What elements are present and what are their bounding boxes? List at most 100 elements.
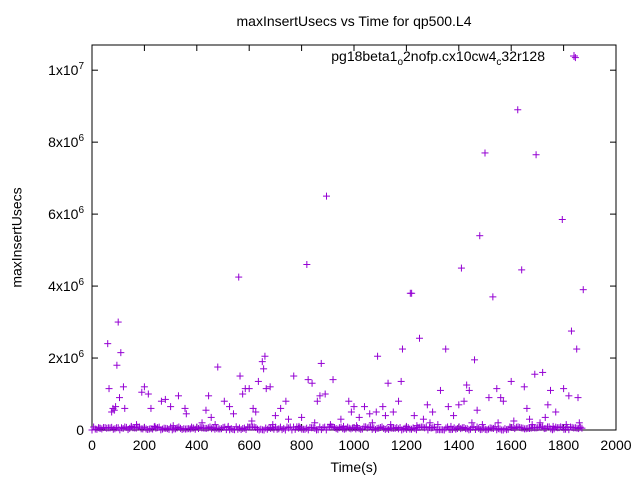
data-point [457, 264, 465, 272]
data-point-baseline [460, 423, 468, 431]
data-point [207, 413, 215, 421]
data-point [398, 345, 406, 353]
data-point [571, 54, 579, 62]
data-point-baseline [296, 424, 304, 432]
y-tick-label: 6x106 [48, 205, 84, 222]
data-point [329, 376, 337, 384]
data-point [416, 334, 423, 342]
data-point [523, 404, 531, 412]
data-point [316, 392, 324, 400]
data-point [151, 422, 159, 430]
data-point-baseline [442, 424, 450, 432]
data-point [493, 385, 501, 393]
data-point [384, 379, 392, 387]
data-point [147, 404, 155, 412]
data-point [304, 376, 312, 384]
x-tick-label: 600 [238, 437, 262, 453]
data-point [520, 383, 528, 391]
data-point [442, 345, 450, 353]
data-point [202, 406, 210, 414]
data-point [229, 410, 237, 418]
data-point [389, 408, 397, 416]
data-point-baseline [263, 425, 271, 433]
data-point [395, 397, 403, 405]
data-point [277, 404, 285, 412]
data-point [579, 286, 587, 294]
data-point [481, 149, 489, 157]
data-point [473, 406, 481, 414]
data-point [468, 419, 476, 427]
data-point-baseline [576, 423, 584, 431]
data-point [188, 423, 196, 431]
data-point-baseline [332, 425, 340, 433]
data-point [269, 421, 277, 429]
data-point [408, 289, 416, 297]
data-point [340, 422, 348, 430]
data-point [303, 260, 311, 268]
data-point [372, 408, 380, 416]
data-point [402, 422, 410, 430]
data-point [350, 403, 358, 411]
data-point [282, 397, 290, 405]
data-point [526, 415, 534, 423]
data-point-baseline [268, 424, 276, 432]
data-point [113, 361, 121, 369]
data-point [337, 415, 345, 423]
data-point [161, 395, 169, 403]
data-point [226, 403, 234, 411]
data-point [321, 390, 329, 398]
legend-label: pg18beta1o2nofp.cx10cw4c32r128 [331, 48, 545, 68]
data-point [374, 352, 382, 360]
data-points [88, 54, 587, 434]
data-point [235, 273, 243, 281]
data-point [157, 397, 165, 405]
data-point [426, 419, 434, 427]
data-point [562, 421, 570, 429]
data-point [434, 421, 442, 429]
data-point [181, 404, 189, 412]
data-point [211, 421, 219, 429]
data-point-baseline [111, 425, 119, 433]
data-point [220, 397, 228, 405]
data-point-baseline [119, 424, 127, 432]
data-point [295, 422, 303, 430]
data-point-baseline [408, 425, 416, 433]
legend-marker [570, 52, 578, 60]
data-point [499, 397, 507, 405]
data-point-baseline [206, 423, 214, 431]
data-point [574, 394, 582, 402]
data-point [112, 403, 120, 411]
data-point-baseline [267, 424, 275, 432]
data-point [476, 232, 484, 240]
data-point [174, 392, 182, 400]
data-point [140, 383, 148, 391]
data-point-baseline [401, 424, 409, 432]
legend: pg18beta1o2nofp.cx10cw4c32r128 [331, 48, 578, 68]
data-point [518, 266, 526, 274]
data-point [236, 372, 244, 380]
data-point [266, 383, 274, 391]
data-point [450, 412, 458, 420]
data-point-baseline [385, 425, 393, 433]
data-point [419, 415, 427, 423]
data-point [326, 421, 334, 429]
data-point [465, 386, 473, 394]
data-point [104, 340, 112, 348]
x-tick-label: 1400 [443, 437, 474, 453]
data-point-baseline [213, 424, 221, 432]
data-point-baseline [335, 424, 343, 432]
x-tick-label: 2000 [600, 437, 631, 453]
data-point-baseline [301, 425, 309, 433]
data-point [249, 404, 257, 412]
x-tick-label: 1800 [548, 437, 579, 453]
x-tick-label: 400 [185, 437, 209, 453]
data-point [248, 417, 256, 425]
data-point [494, 419, 502, 427]
data-point [514, 106, 522, 114]
data-point [560, 385, 568, 393]
data-point [345, 397, 353, 405]
data-point [410, 412, 418, 420]
data-point [144, 390, 152, 398]
data-point [317, 359, 325, 367]
data-point [260, 365, 268, 373]
